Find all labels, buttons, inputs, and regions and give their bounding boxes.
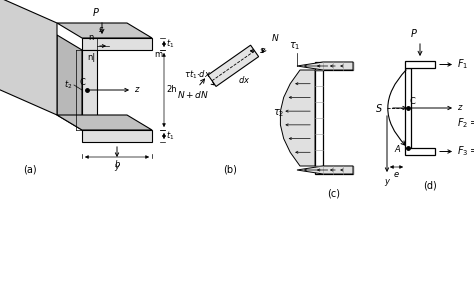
Text: $N$: $N$	[271, 32, 279, 43]
Text: n|: n|	[88, 54, 96, 62]
Bar	[82, 38, 152, 50]
Text: $s$: $s$	[259, 46, 265, 55]
Text: e: e	[393, 170, 399, 179]
Polygon shape	[57, 23, 152, 38]
Text: z: z	[457, 103, 461, 113]
Text: $S$: $S$	[375, 102, 383, 114]
Polygon shape	[0, 0, 57, 115]
Text: (a): (a)	[23, 164, 37, 174]
Polygon shape	[281, 70, 315, 166]
Text: z: z	[134, 86, 138, 95]
Text: C: C	[79, 78, 85, 87]
Text: $P$: $P$	[410, 27, 418, 39]
Text: $\tau_1$: $\tau_1$	[289, 40, 301, 52]
Polygon shape	[297, 62, 353, 70]
Bar	[315, 62, 353, 70]
Polygon shape	[297, 166, 353, 174]
Text: $\tau t_1{\cdot}dx$: $\tau t_1{\cdot}dx$	[184, 69, 211, 81]
Text: (c): (c)	[328, 189, 340, 199]
Bar	[315, 70, 323, 166]
Bar	[405, 68, 411, 148]
Bar	[405, 148, 435, 155]
Text: $N+dN$: $N+dN$	[177, 89, 209, 100]
Text: $F_2=P$: $F_2=P$	[457, 116, 474, 130]
Text: $t_2$: $t_2$	[64, 79, 72, 91]
Text: $\tau_2$: $\tau_2$	[273, 107, 284, 119]
Text: n: n	[89, 33, 94, 42]
Text: $A$: $A$	[394, 142, 402, 154]
Text: (b): (b)	[223, 165, 237, 175]
Text: (d): (d)	[423, 180, 437, 190]
Text: s: s	[99, 25, 103, 35]
Text: y: y	[384, 177, 390, 186]
Bar	[315, 166, 353, 174]
Bar	[405, 61, 435, 68]
Bar	[82, 130, 152, 142]
Text: $dx$: $dx$	[238, 74, 251, 85]
Text: C: C	[410, 97, 416, 106]
Text: 2h: 2h	[166, 86, 177, 95]
Text: $F_1$: $F_1$	[457, 58, 468, 71]
Text: $P$: $P$	[92, 6, 100, 18]
Polygon shape	[57, 115, 152, 130]
Bar	[82, 50, 97, 130]
Text: $t_1$: $t_1$	[166, 38, 174, 50]
Text: $F_3=F_1$: $F_3=F_1$	[457, 145, 474, 159]
Text: b: b	[114, 160, 120, 169]
Text: y: y	[115, 162, 119, 171]
Polygon shape	[57, 35, 82, 130]
Text: m: m	[154, 50, 162, 59]
Text: $t_1$: $t_1$	[166, 130, 174, 142]
Polygon shape	[208, 45, 259, 86]
